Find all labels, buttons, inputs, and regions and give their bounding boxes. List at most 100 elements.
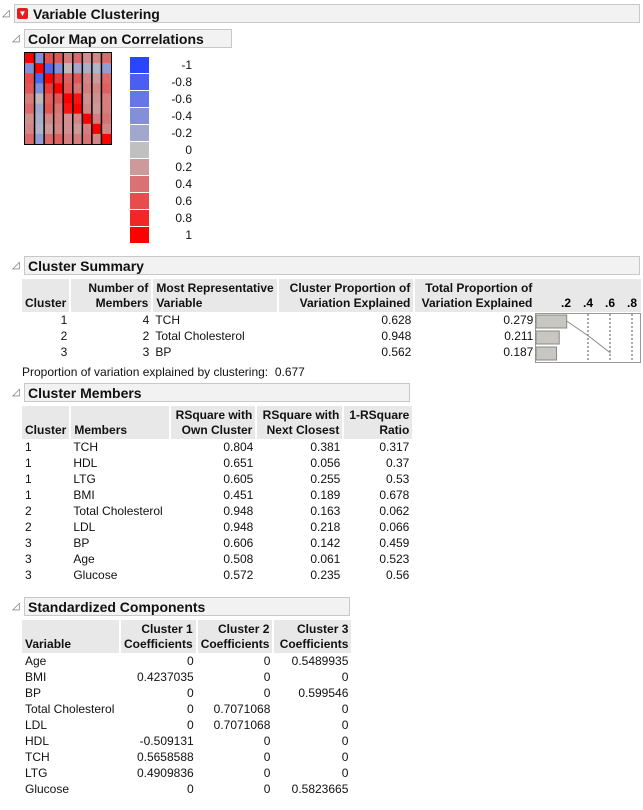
table-row: LTG 0.4909836 0 0 <box>22 765 351 781</box>
legend-swatch <box>130 193 149 209</box>
table-cell: LTG <box>73 472 96 486</box>
table-cell: LTG <box>25 766 48 780</box>
variable-clustering-header[interactable]: ▼ Variable Clustering <box>14 4 640 23</box>
heatmap-cell <box>63 123 74 135</box>
col-header: Members <box>70 406 172 439</box>
col-header: Cluster <box>22 406 72 439</box>
table-row: 1 LTG 0.605 0.255 0.53 <box>22 471 412 487</box>
col-header: Cluster <box>22 279 72 312</box>
heatmap-cell <box>72 133 83 144</box>
heatmap-cell <box>101 113 111 125</box>
table-cell: Glucose <box>25 782 70 796</box>
heatmap-cell <box>25 93 35 104</box>
heatmap-cell <box>91 83 102 94</box>
table-cell: 0.7071068 <box>213 718 271 732</box>
table-cell: -0.509131 <box>139 734 194 748</box>
heatmap-cell <box>63 63 74 74</box>
standardized-components-header[interactable]: Standardized Components <box>24 597 350 616</box>
table-cell: 0.211 <box>504 329 534 343</box>
cluster-members-header[interactable]: Cluster Members <box>24 383 410 402</box>
heatmap-cell <box>63 73 74 84</box>
table-cell: BMI <box>73 488 95 502</box>
heatmap-cell <box>44 73 54 84</box>
disclosure-triangle-icon[interactable]: ◿ <box>12 601 20 612</box>
table-cell: 3 <box>25 536 32 550</box>
table-cell: 0 <box>341 766 349 780</box>
color-map-header[interactable]: Color Map on Correlations <box>24 29 232 48</box>
heatmap-cell <box>82 73 93 84</box>
disclosure-triangle-icon[interactable]: ◿ <box>12 260 20 271</box>
heatmap-cell <box>101 123 111 135</box>
disclosure-triangle-icon[interactable]: ◿ <box>12 387 20 398</box>
table-row: 1 TCH 0.804 0.381 0.317 <box>22 439 412 455</box>
legend-label: 0.6 <box>175 194 192 208</box>
table-cell: LDL <box>73 520 96 534</box>
table-cell: 0.804 <box>223 440 254 454</box>
table-row: 3 BP 0.606 0.142 0.459 <box>22 535 412 551</box>
col-header: Number of Members <box>70 279 154 312</box>
table-cell: 0.066 <box>379 520 410 534</box>
legend-swatch <box>130 159 149 175</box>
cluster-summary-header[interactable]: Cluster Summary <box>24 256 640 275</box>
table-cell: 0.606 <box>223 536 254 550</box>
cumulative-line <box>566 320 611 354</box>
table-cell: 0 <box>341 670 349 684</box>
heatmap-cell <box>25 113 35 125</box>
red-triangle-menu-icon[interactable]: ▼ <box>17 8 28 19</box>
heatmap-cell <box>44 133 54 144</box>
legend-swatch <box>130 125 149 141</box>
heatmap-cell <box>44 93 54 104</box>
heatmap-cell <box>63 83 74 94</box>
table-cell: 0.142 <box>310 536 341 550</box>
heatmap-cell <box>34 93 45 104</box>
heatmap-cell <box>34 83 45 94</box>
legend-swatch <box>130 227 149 243</box>
heatmap-cell <box>63 133 74 144</box>
table-cell: 3 <box>142 345 150 359</box>
heatmap-cell <box>91 103 102 114</box>
legend-swatch <box>130 57 149 73</box>
table-cell: 0.163 <box>310 504 341 518</box>
table-row: BMI 0.4237035 0 0 <box>22 669 351 685</box>
table-cell: 0 <box>263 750 271 764</box>
heatmap-cell <box>44 103 54 114</box>
heatmap-cell <box>82 133 93 144</box>
table-row: Total Cholesterol 0 0.7071068 0 <box>22 701 351 717</box>
table-cell: Total Cholesterol <box>73 504 163 518</box>
col-header: Most Representative Variable <box>152 279 280 312</box>
table-cell: 2 <box>60 329 68 343</box>
table-cell: 3 <box>25 552 32 566</box>
table-row: 3 Age 0.508 0.061 0.523 <box>22 551 412 567</box>
table-cell: 0.381 <box>310 440 341 454</box>
table-row: 1 HDL 0.651 0.056 0.37 <box>22 455 412 471</box>
table-cell: Glucose <box>73 568 118 582</box>
col-header: RSquare with Own Cluster <box>170 406 258 439</box>
legend-swatch <box>130 91 149 107</box>
table-cell: 0.948 <box>223 520 254 534</box>
table-row: 2 Total Cholesterol 0.948 0.163 0.062 <box>22 503 412 519</box>
heatmap-cell <box>53 83 64 94</box>
col-header: Total Proportion of Variation Explained <box>414 279 538 312</box>
table-cell: TCH <box>155 313 181 327</box>
legend-label: 0 <box>185 143 192 157</box>
table-row: Glucose 0 0 0.5823665 <box>22 781 351 797</box>
table-cell: 0 <box>263 686 271 700</box>
heatmap-cell <box>53 133 64 144</box>
col-header: Cluster 1 Coefficients <box>120 620 198 653</box>
table-cell: 1 <box>25 440 32 454</box>
heatmap-cell <box>72 103 83 114</box>
legend-label: -0.4 <box>171 109 192 123</box>
table-row: BP 0 0 0.599546 <box>22 685 351 701</box>
table-cell: Age <box>25 654 47 668</box>
table-cell: 0.062 <box>379 504 410 518</box>
disclosure-triangle-icon[interactable]: ◿ <box>2 8 10 19</box>
table-cell: 1 <box>60 313 68 327</box>
table-row: TCH 0.5658588 0 0 <box>22 749 351 765</box>
heatmap-cell <box>72 83 83 94</box>
disclosure-triangle-icon[interactable]: ◿ <box>12 33 20 44</box>
table-cell: Total Cholesterol <box>25 702 115 716</box>
correlation-heatmap <box>24 52 112 145</box>
table-cell: 0 <box>187 702 194 716</box>
table-cell: 1 <box>25 472 32 486</box>
heatmap-cell <box>44 113 54 125</box>
